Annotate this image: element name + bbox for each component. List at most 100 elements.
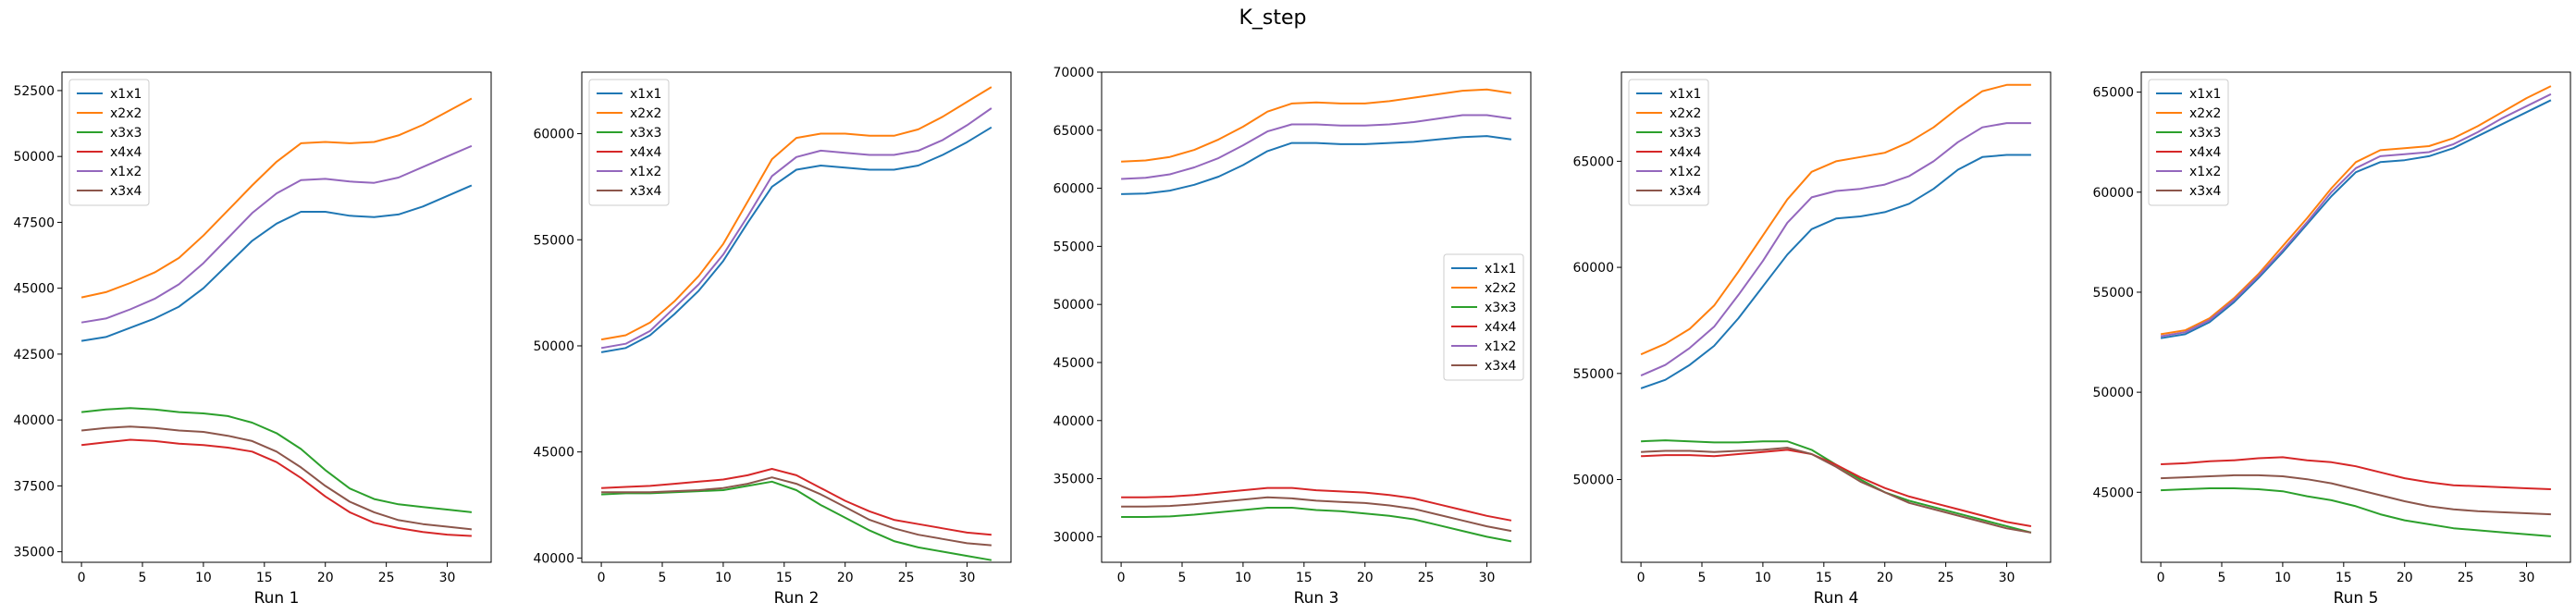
chart-1-legend-label-x1x2: x1x2 — [110, 165, 142, 179]
chart-4-series-x3x4 — [1641, 447, 2032, 534]
chart-4-xtick-label: 25 — [1938, 571, 1954, 585]
chart-5-legend-label-x4x4: x4x4 — [2189, 145, 2221, 160]
chart-5-ytick-label: 60000 — [2092, 186, 2134, 201]
panel-run-3: 0 5 10 15 20 25 30 30000 35000 40000 45000 50000 550… — [1053, 66, 1532, 608]
chart-3-ytick-label: 30000 — [1053, 530, 1094, 545]
chart-1-frame — [61, 71, 492, 563]
chart-1-xtick-label: 30 — [439, 571, 456, 585]
chart-4-xtick-label: 10 — [1755, 571, 1771, 585]
chart-1-series-x3x3 — [80, 407, 473, 513]
chart-2-ytick-label: 60000 — [533, 128, 574, 142]
chart-4-series-x1x1 — [1640, 154, 2031, 389]
chart-4-ytick-label: 60000 — [1572, 261, 1614, 276]
chart-3-series-x4x4 — [1121, 486, 1512, 522]
chart-2-series-x3x4 — [601, 476, 992, 547]
chart-5-series-x3x4 — [2161, 474, 2551, 516]
chart-4-xtick-label: 0 — [1637, 571, 1645, 585]
chart-2-legend — [588, 79, 670, 206]
chart-2-ytick-label: 50000 — [533, 339, 574, 354]
chart-3-series-x3x3 — [1121, 507, 1512, 543]
chart-4-legend-label-x1x2: x1x2 — [1670, 165, 1701, 179]
chart-4-series-x4x4 — [1641, 449, 2032, 527]
chart-5-series-x2x2 — [2160, 85, 2552, 336]
chart-2-ytick-label: 45000 — [533, 446, 574, 461]
chart-5-xtick-label: 10 — [2274, 571, 2291, 585]
chart-1-xtick-label: 25 — [378, 571, 395, 585]
chart-2-ytick-label: 40000 — [533, 551, 574, 566]
chart-3-ytick-label: 55000 — [1053, 240, 1094, 254]
chart-3-legend — [1443, 253, 1524, 381]
chart-1-xtick-label: 20 — [317, 571, 334, 585]
chart-4-xlabel: Run 4 — [1814, 589, 1859, 608]
chart-1-ytick-label: 35000 — [13, 546, 55, 560]
chart-3-xtick-label: 0 — [1117, 571, 1126, 585]
chart-5-xtick-label: 20 — [2397, 571, 2413, 585]
chart-2-xtick-label: 20 — [837, 571, 854, 585]
chart-4-legend-label-x4x4: x4x4 — [1670, 145, 1701, 160]
chart-4-xtick-label: 15 — [1816, 571, 1832, 585]
chart-1-ytick-label: 45000 — [13, 282, 55, 297]
chart-2-ytick-label: 55000 — [533, 233, 574, 248]
chart-5-legend-label-x3x4: x3x4 — [2189, 184, 2221, 199]
chart-5-ytick-label: 45000 — [2092, 486, 2134, 500]
chart-3-xtick-label: 10 — [1235, 571, 1251, 585]
chart-1-legend-label-x1x1: x1x1 — [110, 87, 142, 102]
chart-2-legend-label-x4x4: x4x4 — [630, 145, 661, 160]
chart-2-xtick-label: 15 — [776, 571, 793, 585]
chart-4-series-x1x2 — [1640, 122, 2031, 377]
chart-1-legend-label-x3x3: x3x3 — [110, 126, 142, 141]
chart-2-series-x3x3 — [601, 480, 992, 561]
chart-3-legend-label-x1x2: x1x2 — [1485, 339, 1516, 354]
chart-3-ytick-label: 65000 — [1053, 124, 1094, 139]
chart-5-xtick-label: 15 — [2336, 571, 2352, 585]
chart-5-ytick-label: 50000 — [2092, 386, 2134, 400]
chart-5-xtick-label: 5 — [2218, 571, 2226, 585]
chart-2-xlabel: Run 2 — [774, 589, 820, 608]
chart-5-ytick-label: 55000 — [2092, 286, 2134, 301]
panel-run-4: 0 5 10 15 20 25 30 50000 55000 60000 65000 Run 4 x1x… — [1572, 71, 2052, 608]
chart-4-legend-label-x3x4: x3x4 — [1670, 184, 1701, 199]
chart-2-legend-label-x1x2: x1x2 — [630, 165, 661, 179]
chart-3-series-x1x1 — [1121, 135, 1512, 195]
chart-4-series-x2x2 — [1640, 83, 2031, 356]
panel-run-5: 0 5 10 15 20 25 30 45000 50000 55000 60000 65000 Run… — [2092, 71, 2571, 608]
chart-1-xtick-label: 5 — [139, 571, 147, 585]
chart-5-xtick-label: 30 — [2519, 571, 2535, 585]
chart-5-series-x4x4 — [2161, 456, 2551, 490]
chart-4-ytick-label: 50000 — [1572, 474, 1614, 488]
chart-4-xtick-label: 30 — [1999, 571, 2015, 585]
chart-3-xtick-label: 5 — [1178, 571, 1187, 585]
chart-2-series-x1x2 — [600, 107, 992, 350]
chart-1-legend-label-x3x4: x3x4 — [110, 184, 142, 199]
chart-1-ytick-label: 37500 — [13, 479, 55, 494]
chart-5-legend-label-x1x1: x1x1 — [2189, 87, 2221, 102]
chart-4-frame — [1621, 71, 2052, 563]
chart-4-ytick-label: 55000 — [1572, 367, 1614, 382]
chart-1-ytick-label: 47500 — [13, 215, 55, 230]
chart-1-legend — [68, 79, 150, 206]
chart-2-legend-label-x2x2: x2x2 — [630, 106, 661, 121]
chart-3-series-x2x2 — [1121, 88, 1512, 163]
chart-3-series-x1x2 — [1121, 114, 1512, 180]
chart-5-xtick-label: 25 — [2458, 571, 2474, 585]
chart-3-legend-label-x4x4: x4x4 — [1485, 320, 1516, 335]
chart-1-series-x4x4 — [80, 438, 472, 537]
chart-3-ytick-label: 50000 — [1053, 298, 1094, 313]
chart-3-legend-label-x3x3: x3x3 — [1485, 301, 1516, 315]
chart-2-xtick-label: 25 — [898, 571, 915, 585]
chart-3-ytick-label: 40000 — [1053, 414, 1094, 429]
chart-2-xtick-label: 5 — [659, 571, 667, 585]
chart-3-ytick-label: 35000 — [1053, 473, 1094, 487]
chart-4-legend-label-x2x2: x2x2 — [1670, 106, 1701, 121]
chart-4-ytick-label: 65000 — [1572, 154, 1614, 169]
chart-4-legend-label-x1x1: x1x1 — [1670, 87, 1701, 102]
chart-1-series-x3x4 — [80, 425, 473, 531]
chart-1-ytick-label: 42500 — [13, 348, 55, 363]
chart-5-ytick-label: 65000 — [2092, 86, 2134, 101]
chart-5-series-x1x1 — [2160, 99, 2552, 339]
chart-3-legend-label-x2x2: x2x2 — [1485, 281, 1516, 296]
chart-1-series-x2x2 — [80, 97, 473, 299]
chart-4-xtick-label: 20 — [1877, 571, 1893, 585]
chart-1-ytick-label: 50000 — [13, 150, 55, 165]
chart-3-legend-label-x3x4: x3x4 — [1485, 359, 1516, 374]
